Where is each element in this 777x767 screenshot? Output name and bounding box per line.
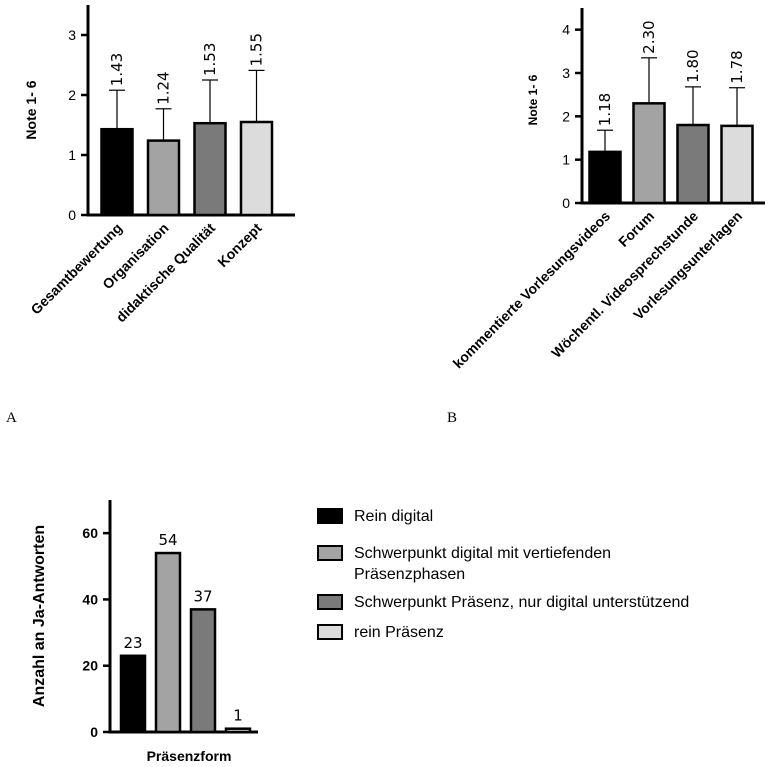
legend-swatch [317,508,343,524]
a-ytick-label: 3 [68,27,76,43]
legend-swatch [317,545,343,561]
c-value-label: 23 [123,634,142,652]
b-y-axis-label: Note 1- 6 [526,74,540,125]
a-ytick-label: 1 [68,147,76,163]
c-bar [154,551,182,734]
a-value-label: 1.53 [201,43,219,76]
legend-label: Schwerpunkt Präsenz, nur digital unterst… [354,594,689,611]
a-category-label: Konzept [214,220,265,271]
b-ytick-label: 0 [562,195,570,211]
legend-swatch [317,624,343,640]
legend-label: Präsenzphasen [354,566,465,583]
c-ytick-label: 60 [82,525,98,541]
b-value-label: 2.30 [640,20,658,53]
c-ytick-label: 20 [82,658,98,674]
c-x-axis-label: Präsenzform [147,748,232,764]
a-ytick-label: 0 [68,207,76,223]
c-ytick-label: 40 [82,591,98,607]
b-category-label: kommentierte Vorlesungsvideos [450,208,614,372]
b-value-label: 1.78 [728,50,746,83]
c-value-label: 37 [193,587,212,605]
legend-label: rein Präsenz [354,624,444,641]
b-ytick-label: 2 [562,108,570,124]
legend-label: Schwerpunkt digital mit vertiefenden [354,545,611,562]
a-y-axis-label: Note 1- 6 [23,80,39,139]
b-bar [588,150,622,205]
b-value-label: 1.80 [684,49,702,82]
a-bar [100,127,134,217]
panel-label-b: B [447,410,457,426]
c-y-axis-label: Anzahl an Ja-Antworten [31,525,48,707]
a-bar [193,121,227,217]
a-value-label: 1.24 [155,71,173,104]
panel-label-a: A [6,410,17,426]
b-ytick-label: 3 [562,65,570,81]
a-value-label: 1.55 [248,33,266,66]
b-value-label: 1.18 [596,93,614,126]
b-ytick-label: 1 [562,152,570,168]
c-value-label: 1 [233,707,243,725]
a-ytick-label: 2 [68,87,76,103]
a-bar [239,120,274,217]
b-bar [676,123,710,205]
legend-swatch [317,594,343,610]
legend-label: Rein digital [354,508,433,525]
b-bar [720,124,754,205]
a-bar [146,139,181,217]
b-category-label: Forum [615,208,657,250]
c-ytick-label: 0 [90,724,98,740]
c-value-label: 54 [158,531,177,549]
b-bar [632,102,666,205]
c-bar [224,727,252,734]
c-bar [189,608,217,734]
b-ytick-label: 4 [562,22,570,38]
a-value-label: 1.43 [108,53,126,86]
c-bar [119,654,147,734]
